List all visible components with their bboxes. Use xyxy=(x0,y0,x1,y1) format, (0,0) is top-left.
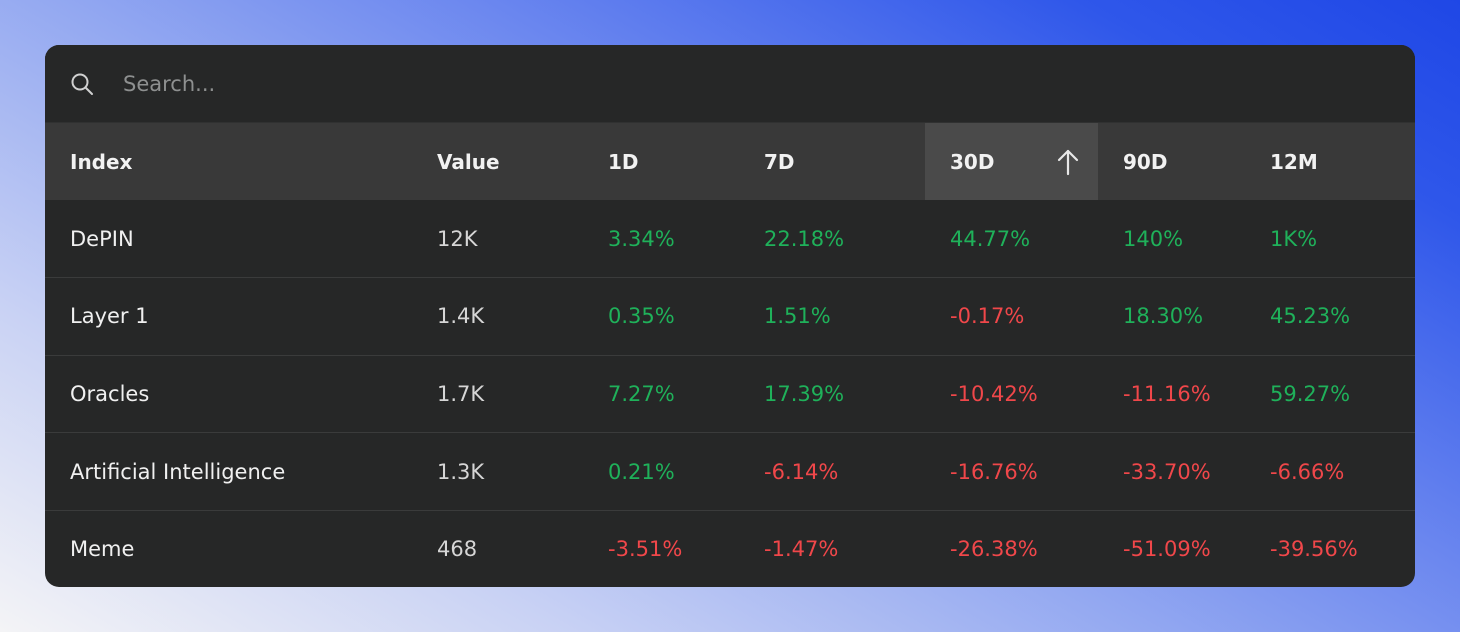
table-row[interactable]: Artificial Intelligence 1.3K 0.21% -6.14… xyxy=(45,432,1415,511)
search-icon xyxy=(69,71,95,97)
row-change-30d: -16.76% xyxy=(950,459,1038,484)
column-header-12m[interactable]: 12M xyxy=(1270,149,1318,174)
row-value: 1.3K xyxy=(437,459,485,484)
row-value: 1.7K xyxy=(437,381,485,406)
search-input[interactable] xyxy=(121,62,1415,105)
row-change-90d: -51.09% xyxy=(1123,537,1211,562)
table-row[interactable]: Layer 1 1.4K 0.35% 1.51% -0.17% 18.30% 4… xyxy=(45,277,1415,356)
index-table: Index Value 1D 7D 30D 90D xyxy=(45,123,1415,587)
row-change-12m: 1K% xyxy=(1270,226,1318,251)
row-change-30d: -10.42% xyxy=(950,381,1038,406)
row-change-1d: -3.51% xyxy=(608,537,683,562)
row-change-1d: 0.21% xyxy=(608,459,675,484)
column-header-30d-label: 30D xyxy=(950,149,995,174)
column-header-7d[interactable]: 7D xyxy=(764,149,795,174)
row-change-12m: 45.23% xyxy=(1270,304,1351,329)
table-row[interactable]: Oracles 1.7K 7.27% 17.39% -10.42% -11.16… xyxy=(45,355,1415,433)
row-change-7d: -1.47% xyxy=(764,537,839,562)
row-index-name: Artificial Intelligence xyxy=(70,459,286,484)
row-index-name: Oracles xyxy=(70,381,150,406)
column-header-1d[interactable]: 1D xyxy=(608,149,639,174)
table-row[interactable]: DePIN 12K 3.34% 22.18% 44.77% 140% 1K% xyxy=(45,200,1415,278)
column-header-90d[interactable]: 90D xyxy=(1123,149,1168,174)
row-change-7d: 1.51% xyxy=(764,304,831,329)
row-change-90d: 18.30% xyxy=(1123,304,1204,329)
row-change-1d: 3.34% xyxy=(608,226,675,251)
row-index-name: DePIN xyxy=(70,226,134,251)
row-change-12m: 59.27% xyxy=(1270,381,1351,406)
row-change-90d: -33.70% xyxy=(1123,459,1211,484)
table-row[interactable]: Meme 468 -3.51% -1.47% -26.38% -51.09% -… xyxy=(45,510,1415,587)
row-index-name: Meme xyxy=(70,537,135,562)
row-change-90d: -11.16% xyxy=(1123,381,1211,406)
row-change-30d: -0.17% xyxy=(950,304,1025,329)
sort-ascending-arrow-icon xyxy=(1056,148,1080,176)
column-header-index[interactable]: Index xyxy=(70,149,133,174)
row-change-7d: 17.39% xyxy=(764,381,845,406)
index-table-card: Index Value 1D 7D 30D 90D xyxy=(45,45,1415,587)
row-change-7d: -6.14% xyxy=(764,459,839,484)
row-change-30d: 44.77% xyxy=(950,226,1031,251)
row-change-90d: 140% xyxy=(1123,226,1184,251)
row-change-1d: 0.35% xyxy=(608,304,675,329)
row-change-7d: 22.18% xyxy=(764,226,845,251)
row-value: 468 xyxy=(437,537,478,562)
column-header-value[interactable]: Value xyxy=(437,149,500,174)
row-index-name: Layer 1 xyxy=(70,304,149,329)
table-header-row: Index Value 1D 7D 30D 90D xyxy=(45,123,1415,200)
row-change-30d: -26.38% xyxy=(950,537,1038,562)
row-change-12m: -6.66% xyxy=(1270,459,1345,484)
row-change-1d: 7.27% xyxy=(608,381,675,406)
row-value: 1.4K xyxy=(437,304,485,329)
search-bar xyxy=(45,45,1415,123)
row-value: 12K xyxy=(437,226,478,251)
column-header-30d[interactable]: 30D xyxy=(925,123,1098,200)
row-change-12m: -39.56% xyxy=(1270,537,1358,562)
